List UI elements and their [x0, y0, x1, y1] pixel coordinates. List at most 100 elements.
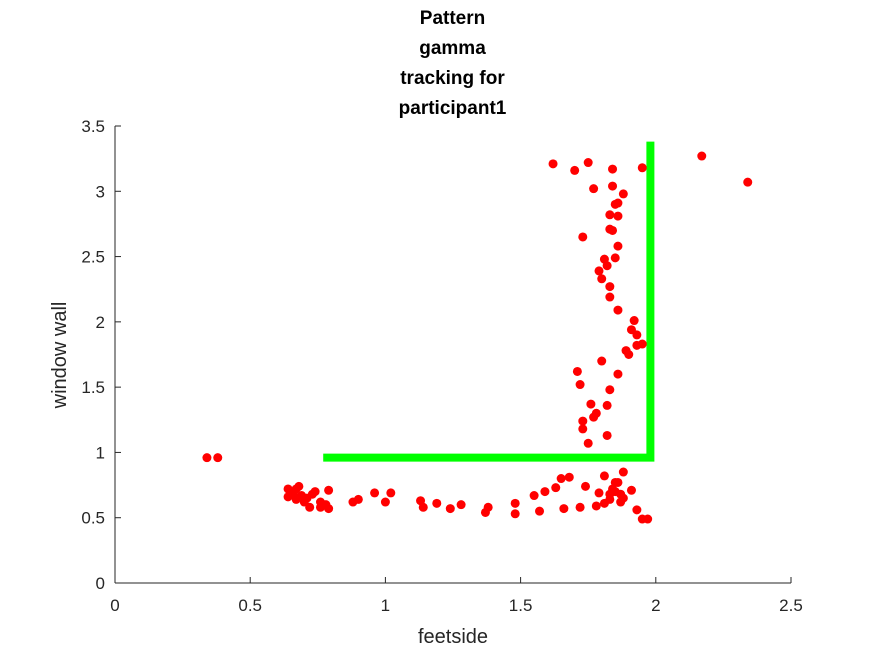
- data-point: [743, 177, 753, 187]
- data-point: [613, 305, 623, 315]
- data-point: [697, 151, 707, 161]
- data-point: [629, 316, 639, 326]
- data-point: [353, 494, 363, 504]
- data-point: [572, 366, 582, 376]
- data-point: [580, 481, 590, 491]
- y-axis-label: window wall: [49, 302, 71, 410]
- data-point: [583, 438, 593, 448]
- scatter-points: [202, 151, 753, 524]
- data-point: [591, 408, 601, 418]
- data-point: [624, 350, 634, 359]
- data-point: [591, 501, 601, 511]
- x-tick-label: 0: [110, 596, 119, 615]
- x-tick-label: 0.5: [238, 596, 262, 615]
- data-point: [589, 184, 599, 194]
- data-point: [380, 497, 390, 507]
- data-point: [324, 504, 334, 514]
- chart-title-line-4: participant1: [398, 98, 507, 119]
- data-point: [310, 487, 320, 497]
- data-point: [605, 494, 615, 504]
- data-point: [445, 504, 455, 514]
- data-point: [608, 181, 618, 191]
- data-point: [564, 472, 574, 482]
- data-point: [618, 493, 628, 503]
- data-point: [599, 471, 609, 481]
- data-point: [386, 488, 396, 498]
- data-point: [540, 487, 550, 497]
- data-point: [305, 502, 315, 512]
- data-point: [456, 500, 466, 510]
- data-point: [294, 481, 304, 491]
- data-point: [556, 474, 566, 484]
- y-tick-label: 2.5: [81, 248, 105, 267]
- data-point: [613, 477, 623, 487]
- pattern-line: [323, 141, 655, 462]
- data-point: [605, 292, 615, 302]
- data-point: [578, 424, 588, 434]
- data-point: [605, 282, 615, 292]
- data-point: [570, 165, 580, 175]
- data-point: [370, 488, 380, 498]
- data-point: [613, 198, 623, 208]
- x-axis-label: feetside: [418, 626, 488, 648]
- data-point: [529, 491, 539, 501]
- data-point: [575, 502, 585, 512]
- data-point: [583, 158, 593, 168]
- x-tick-label: 2.5: [779, 596, 803, 615]
- data-point: [586, 399, 596, 409]
- y-tick-label: 3: [96, 182, 105, 201]
- data-point: [608, 164, 618, 174]
- data-point: [510, 498, 520, 508]
- data-point: [618, 467, 628, 477]
- y-tick-label: 1: [96, 443, 105, 462]
- data-point: [594, 266, 604, 276]
- data-point: [602, 400, 612, 410]
- tick-labels: 0 0.5 1 1.5 2 2.5 0 0.5 1 1.5 2 2.5 3 3.5: [81, 117, 802, 615]
- x-tick-label: 1: [381, 596, 390, 615]
- x-tick-label: 2: [651, 596, 660, 615]
- chart-title-line-3: tracking for: [400, 68, 505, 89]
- y-tick-label: 2: [96, 313, 105, 332]
- data-point: [605, 385, 615, 395]
- data-point: [602, 261, 612, 271]
- data-point: [610, 253, 620, 263]
- data-point: [432, 498, 442, 508]
- data-point: [578, 232, 588, 242]
- y-tick-label: 3.5: [81, 117, 105, 136]
- data-point: [602, 430, 612, 440]
- data-point: [597, 274, 607, 284]
- data-point: [637, 163, 647, 173]
- data-point: [202, 453, 212, 463]
- data-point: [578, 416, 588, 426]
- data-point: [618, 189, 628, 199]
- data-point: [597, 356, 607, 366]
- data-point: [548, 159, 558, 169]
- x-tick-label: 1.5: [509, 596, 533, 615]
- data-point: [418, 502, 428, 512]
- data-point: [324, 485, 334, 495]
- chart-title-line-2: gamma: [419, 38, 486, 59]
- data-point: [608, 225, 618, 235]
- data-point: [551, 483, 561, 493]
- data-point: [626, 485, 636, 495]
- y-tick-label: 1.5: [81, 378, 105, 397]
- data-point: [510, 509, 520, 519]
- data-point: [632, 330, 642, 340]
- data-point: [594, 488, 604, 498]
- chart-title-line-1: Pattern: [419, 8, 486, 29]
- data-point: [213, 453, 223, 463]
- data-point: [613, 369, 623, 379]
- pattern-line-group: [323, 141, 655, 462]
- data-point: [613, 211, 623, 221]
- data-point: [632, 505, 642, 515]
- axes: [114, 125, 792, 584]
- data-point: [605, 210, 615, 220]
- data-point: [637, 339, 647, 349]
- data-point: [559, 504, 569, 514]
- data-point: [575, 380, 585, 390]
- data-point: [613, 241, 623, 251]
- y-tick-label: 0.5: [81, 509, 105, 528]
- data-point: [535, 506, 545, 516]
- data-point: [483, 502, 493, 512]
